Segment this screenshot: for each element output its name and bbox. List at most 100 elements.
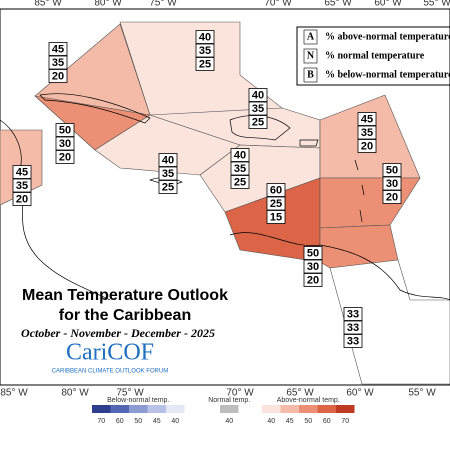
value-label: 35 (16, 180, 28, 192)
value-box (230, 161, 250, 176)
logo-name: CariCOF (66, 340, 154, 366)
longitude-labels: 85° W 80° W 75° W 70° W 65° W 60° W 55° W 85° W… (0, 0, 450, 399)
value-label: 60 (270, 184, 282, 196)
value-label: 40 (162, 154, 174, 166)
value-box (266, 183, 286, 197)
value-box (357, 139, 377, 153)
colorbar-tick: 50 (304, 418, 312, 425)
value-box (303, 273, 323, 287)
value-box (158, 153, 178, 167)
value-label: 45 (16, 166, 28, 178)
value-label: 40 (199, 31, 211, 43)
key-letter-box (303, 29, 318, 45)
value-label: 40 (234, 149, 246, 161)
value-label: 20 (59, 151, 71, 163)
value-box (248, 88, 268, 102)
colorbar-swatch (220, 405, 239, 413)
value-box (382, 190, 402, 204)
colorbar-tick: 70 (97, 418, 105, 425)
colorbar-tick: 50 (134, 418, 142, 425)
value-label: 33 (347, 335, 359, 347)
lon-label-bottom: 85° W (0, 388, 28, 399)
value-label: 45 (361, 113, 373, 125)
lon-label-top: 60° W (374, 0, 402, 9)
colorbar-tick: 45 (153, 418, 161, 425)
colorbar-tick: 60 (116, 418, 124, 425)
value-box (48, 42, 68, 56)
value-box (12, 192, 32, 206)
value-box (48, 55, 68, 70)
lon-label-bottom: 65° W (286, 388, 314, 399)
legend-key (296, 26, 450, 86)
value-box (266, 210, 286, 224)
value-label: 25 (270, 198, 282, 210)
colorbar-swatch (92, 405, 111, 413)
key-letter-box (303, 67, 318, 83)
lon-label-top: 80° W (94, 0, 122, 9)
value-box (266, 196, 286, 211)
value-box (48, 69, 68, 83)
key-text: % above-normal temperature (325, 31, 450, 42)
value-box (195, 30, 215, 44)
region-labels: 4535204035255030204535204035254035254035… (12, 30, 402, 348)
value-box (158, 166, 178, 181)
value-box (195, 43, 215, 58)
colorbar-tick: 40 (225, 418, 233, 425)
value-box (382, 176, 402, 191)
title: Mean Temperature Outlook (22, 287, 228, 304)
value-label: 20 (307, 274, 319, 286)
value-label: 20 (16, 193, 28, 205)
value-box (12, 165, 32, 179)
lon-label-bottom: 80° W (61, 388, 89, 399)
lon-label-top: 85° W (34, 0, 62, 9)
colorbar-label: Above-normal temp. (277, 397, 340, 404)
colorbar-tick: 60 (323, 418, 331, 425)
value-label: 50 (59, 124, 71, 136)
value-box (343, 334, 363, 348)
value-box (343, 307, 363, 321)
value-label: 25 (234, 176, 246, 188)
value-label: 20 (361, 140, 373, 152)
value-label: 50 (386, 164, 398, 176)
lon-label-bottom: 70° W (226, 388, 254, 399)
colorbar-swatch (147, 405, 166, 413)
value-label: 20 (386, 191, 398, 203)
value-label: 30 (386, 178, 398, 190)
lon-label-top: 65° W (324, 0, 352, 9)
value-box (230, 175, 250, 189)
value-box (303, 246, 323, 260)
value-box (12, 178, 32, 193)
colorbar-swatch (110, 405, 129, 413)
value-box (357, 125, 377, 140)
value-box (357, 112, 377, 126)
value-box (248, 115, 268, 129)
colorbar-label: Normal temp. (208, 397, 250, 404)
colorbar-tick: 45 (286, 418, 294, 425)
colorbar-tick: 40 (171, 418, 179, 425)
key-box (296, 26, 450, 86)
value-label: 30 (307, 261, 319, 273)
logo-tagline: CARIBBEAN CLIMATE OUTLOOK FORUM (52, 369, 169, 375)
value-box (230, 148, 250, 162)
value-label: 25 (162, 181, 174, 193)
value-box (158, 180, 178, 194)
value-box (343, 320, 363, 335)
lon-label-bottom: 60° W (346, 388, 374, 399)
value-box (303, 259, 323, 274)
lon-label-top: 55° W (423, 0, 450, 9)
colorbar-swatch (262, 405, 281, 413)
value-label: 15 (270, 211, 282, 223)
value-label: 35 (52, 57, 64, 69)
value-label: 40 (252, 89, 264, 101)
value-label: 35 (234, 163, 246, 175)
lon-label-bottom: 55° W (408, 388, 436, 399)
value-box (55, 123, 75, 137)
colorbar-label: Below-normal temp. (107, 397, 169, 404)
value-label: 20 (52, 70, 64, 82)
value-label: 33 (347, 322, 359, 334)
value-label: 35 (252, 103, 264, 115)
key-letter: A (307, 31, 315, 42)
value-box (248, 101, 268, 116)
lon-label-top: 70° W (264, 0, 292, 9)
colorbar: Below-normal temp. 70 60 50 45 40 Normal temp.… (92, 397, 355, 425)
